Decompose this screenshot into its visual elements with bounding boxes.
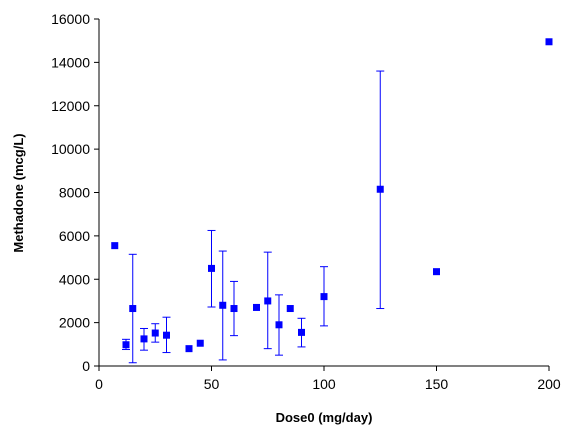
data-point-0 xyxy=(111,242,119,250)
data-point-10 xyxy=(230,305,238,313)
data-point-14 xyxy=(286,305,294,313)
error-bars xyxy=(122,70,385,364)
data-point-13 xyxy=(275,321,283,329)
data-point-15 xyxy=(298,328,305,336)
x-axis-title: Dose0 (mg/day) xyxy=(276,410,373,425)
y-tick-label-8: 16000 xyxy=(51,11,90,27)
y-tick-label-4: 8000 xyxy=(59,185,90,201)
x-tick-label-1: 50 xyxy=(204,376,220,392)
x-tick-label-0: 0 xyxy=(95,376,103,392)
y-axis-title: Methadone (mcg/L) xyxy=(11,133,26,252)
y-tick-label-1: 2000 xyxy=(59,315,90,331)
data-point-16 xyxy=(320,293,328,301)
data-point-18 xyxy=(433,268,440,276)
y-tick-label-3: 6000 xyxy=(59,228,90,244)
data-point-5 xyxy=(163,331,170,339)
data-point-7 xyxy=(196,339,204,347)
y-axis-ticks: 0 2000 4000 6000 8000 10000 12000 14000 16000 xyxy=(51,11,99,374)
y-tick-label-2: 4000 xyxy=(59,271,90,287)
data-point-19 xyxy=(545,38,553,46)
data-point-9 xyxy=(219,301,227,309)
y-tick-label-7: 14000 xyxy=(51,54,90,70)
x-tick-label-3: 150 xyxy=(425,376,449,392)
data-point-12 xyxy=(264,297,272,305)
data-point-11 xyxy=(253,303,260,311)
x-tick-label-2: 100 xyxy=(312,376,336,392)
x-tick-label-4: 200 xyxy=(537,376,561,392)
data-points xyxy=(111,38,553,353)
data-point-2 xyxy=(129,305,137,313)
y-tick-label-6: 12000 xyxy=(51,98,90,114)
y-tick-label-5: 10000 xyxy=(51,141,90,157)
data-point-6 xyxy=(185,345,193,353)
data-point-4 xyxy=(151,329,159,337)
x-axis-ticks: 0 50 100 150 200 xyxy=(95,366,561,392)
data-point-8 xyxy=(208,264,215,272)
data-point-3 xyxy=(140,335,148,343)
data-point-1 xyxy=(122,341,130,349)
data-point-17 xyxy=(376,185,384,193)
y-tick-label-0: 0 xyxy=(82,358,90,374)
